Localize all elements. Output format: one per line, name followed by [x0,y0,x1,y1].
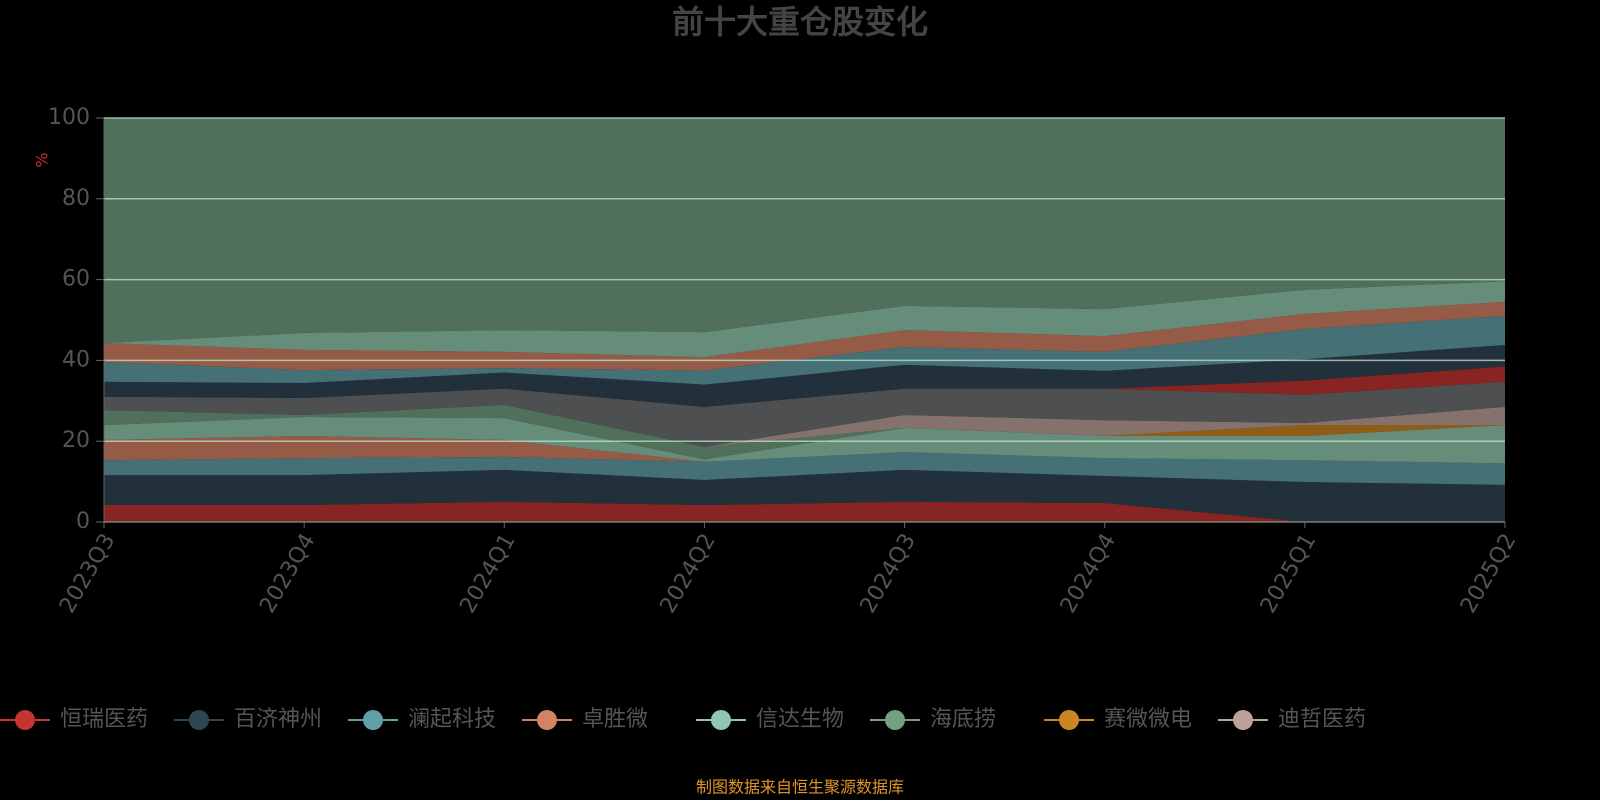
x-tick-label: 2024Q4 [1056,530,1121,618]
legend-item[interactable]: 赛微微电 [1044,707,1192,732]
legend-item[interactable]: 迪哲医药 [1218,707,1366,732]
legend-marker [537,710,557,730]
x-tick-label: 2024Q3 [856,530,921,618]
area [104,301,1505,371]
legend-label: 赛微微电 [1104,707,1192,732]
chart-title: 前十大重仓股变化 [672,3,928,41]
legend-item[interactable]: 海底捞 [870,707,996,732]
area [104,118,1505,344]
footer: 制图数据来自恒生聚源数据库 [696,778,904,797]
x-tick-label: 2023Q4 [255,530,320,618]
area [104,315,1505,385]
legend-marker [363,710,383,730]
legend-label: 澜起科技 [408,707,496,732]
area [104,501,1505,522]
y-axis-label: % [33,152,52,167]
legend-item[interactable]: 澜起科技 [348,707,496,732]
area [104,435,1505,464]
area [104,366,1505,407]
area [104,416,1505,464]
y-tick-label: 40 [62,347,90,372]
area [104,345,1505,407]
legend-marker [711,710,731,730]
legend-item[interactable]: 信达生物 [696,707,844,732]
x-tick-label: 2025Q2 [1456,530,1521,618]
legend-label: 海底捞 [930,707,996,732]
legend-label: 恒瑞医药 [60,707,148,732]
area [104,469,1505,522]
x-tick-label: 2025Q1 [1256,530,1321,618]
legend-marker [189,710,209,730]
legend-marker [1233,710,1253,730]
x-tick-label: 2024Q1 [455,530,520,618]
y-tick-label: 0 [76,509,90,534]
area [104,381,1505,447]
legend-item[interactable]: 百济神州 [174,707,322,732]
x-tick-label: 2024Q2 [656,530,721,618]
y-tick-label: 100 [48,105,90,130]
y-tick-label: 60 [62,267,90,292]
legend-marker [15,710,35,730]
legend-item[interactable]: 卓胜微 [522,707,648,732]
legend-label: 迪哲医药 [1278,707,1366,732]
area [104,281,1505,358]
legend-label: 百济神州 [234,707,322,732]
legend-marker [885,710,905,730]
y-tick-label: 80 [62,186,90,211]
legend-item[interactable]: 恒瑞医药 [0,707,148,732]
y-tick-label: 20 [62,428,90,453]
area [104,404,1505,447]
x-tick-label: 2023Q3 [55,530,120,618]
legend-label: 信达生物 [756,707,844,732]
legend-marker [1059,710,1079,730]
area [104,452,1505,485]
legend-label: 卓胜微 [582,707,648,732]
